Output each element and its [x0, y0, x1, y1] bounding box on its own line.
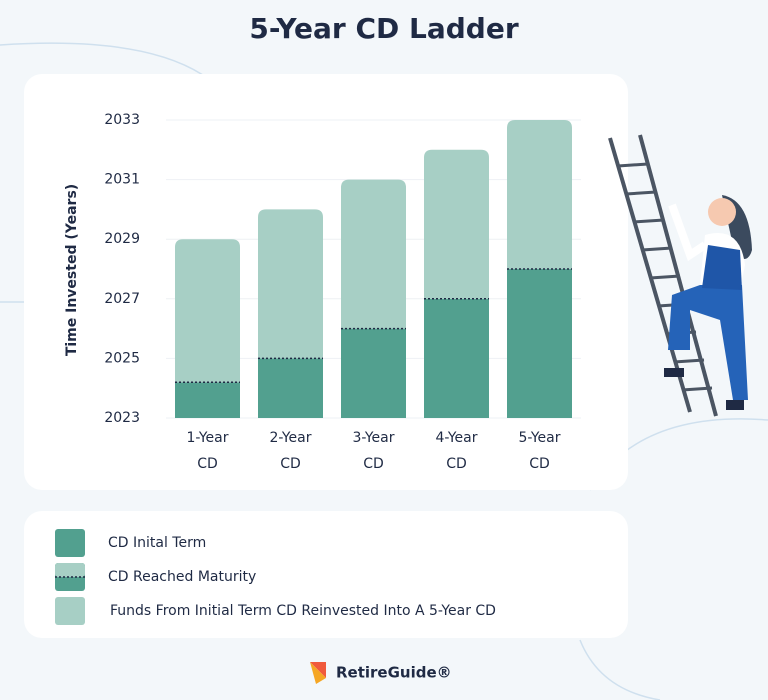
x-tick-label-line: CD	[280, 456, 301, 472]
bar-segment	[258, 358, 323, 418]
legend-label: CD Reached Maturity	[108, 569, 256, 585]
x-tick-label-line: CD	[363, 456, 384, 472]
bar-segment	[507, 269, 572, 418]
legend-label: Funds From Initial Term CD Reinvested In…	[110, 603, 496, 619]
y-tick-label: 2033	[104, 112, 140, 128]
bar-segment	[424, 298, 489, 418]
x-tick-label: 5-Year CD	[519, 430, 561, 472]
bar-segment	[341, 328, 406, 418]
chart-title: 5-Year CD Ladder	[249, 12, 518, 45]
x-tick-label-line: 1-Year	[187, 430, 229, 446]
y-axis-label: Time Invested (Years)	[64, 184, 80, 356]
bar-segment	[175, 239, 240, 383]
y-tick-label: 2027	[104, 291, 140, 307]
x-tick-label-line: CD	[446, 456, 467, 472]
bar-segment	[507, 120, 572, 269]
bar-segment	[258, 209, 323, 359]
brand-name: RetireGuide®	[336, 664, 452, 682]
x-tick-label-line: 5-Year	[519, 430, 561, 446]
illustration	[608, 134, 752, 417]
x-tick-label-line: 2-Year	[270, 430, 312, 446]
y-tick-label: 2031	[104, 172, 140, 188]
x-tick-label-line: CD	[529, 456, 550, 472]
x-tick-label-line: 4-Year	[436, 430, 478, 446]
legend-swatch	[55, 529, 85, 557]
x-tick-label: 4-Year CD	[436, 430, 478, 472]
x-tick-label: 2-Year CD	[270, 430, 312, 472]
brand-logo	[310, 662, 326, 684]
deco-curve	[0, 42, 211, 81]
x-tick-label: 1-Year CD	[187, 430, 229, 472]
y-tick-label: 2029	[104, 231, 140, 247]
y-tick-label: 2023	[104, 410, 140, 426]
x-tick-label-line: 3-Year	[353, 430, 395, 446]
x-tick-label: 3-Year CD	[353, 430, 395, 472]
bar-segment	[424, 149, 489, 299]
bar-segment	[341, 179, 406, 329]
legend-card	[24, 511, 628, 638]
y-tick-label: 2025	[104, 350, 140, 366]
legend-swatch	[55, 597, 85, 625]
legend-label: CD Inital Term	[108, 535, 206, 551]
x-tick-label-line: CD	[197, 456, 218, 472]
legend-swatch	[55, 563, 85, 577]
bar-segment	[175, 382, 240, 418]
